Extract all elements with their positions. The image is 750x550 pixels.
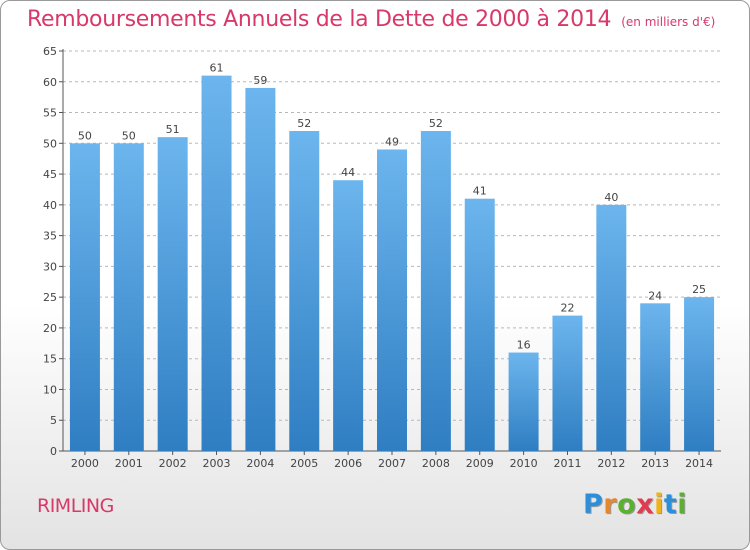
bar-2010 [508, 352, 539, 451]
logo-letter: P [583, 489, 604, 520]
bar-2005 [289, 131, 320, 451]
x-tick-label-2011: 2011 [553, 457, 581, 470]
labels: 0 5 10 15 20 25 30 35 40 45 50 55 60 65 50 2000 50 2001 51… [43, 45, 713, 470]
proxiti-logo: Proxiti [583, 489, 687, 520]
value-label-2014: 25 [692, 283, 706, 296]
value-label-2010: 16 [517, 339, 531, 352]
y-tick-label: 50 [43, 137, 57, 150]
value-label-2001: 50 [122, 129, 136, 142]
bar-2009 [464, 198, 495, 451]
y-tick-label: 10 [43, 383, 57, 396]
value-label-2002: 51 [166, 123, 180, 136]
chart-title-text: Remboursements Annuels de la Dette de 20… [27, 7, 612, 32]
x-tick-label-2005: 2005 [290, 457, 318, 470]
bars [69, 75, 715, 452]
y-tick-label: 40 [43, 199, 57, 212]
value-label-2013: 24 [648, 289, 662, 302]
x-tick-label-2007: 2007 [378, 457, 406, 470]
y-tick-label: 20 [43, 322, 57, 335]
logo-letter: i [677, 489, 688, 520]
bar-2007 [377, 149, 407, 451]
chart-title: Remboursements Annuels de la Dette de 20… [27, 7, 715, 32]
value-label-2007: 49 [385, 135, 399, 148]
logo-letter: r [603, 489, 618, 520]
value-label-2000: 50 [78, 129, 92, 142]
logo-letter: i [654, 489, 664, 520]
bar-2000 [69, 143, 100, 452]
bar-2011 [552, 315, 583, 451]
bar-2014 [684, 297, 715, 451]
y-tick-label: 15 [43, 353, 57, 366]
value-label-2009: 41 [473, 185, 487, 198]
x-tick-label-2004: 2004 [246, 457, 274, 470]
y-tick-label: 35 [43, 230, 57, 243]
bar-2012 [596, 204, 627, 451]
bar-2001 [113, 143, 144, 452]
value-label-2003: 61 [210, 62, 224, 75]
y-tick-label: 25 [43, 291, 57, 304]
y-tick-label: 5 [50, 414, 57, 427]
bar-2004 [245, 87, 276, 451]
x-tick-label-2006: 2006 [334, 457, 362, 470]
value-label-2005: 52 [297, 117, 311, 130]
bar-2003 [201, 75, 232, 451]
x-tick-label-2003: 2003 [203, 457, 231, 470]
bar-2013 [640, 303, 671, 451]
chart-unit: (en milliers d'€) [621, 15, 716, 29]
x-tick-label-2008: 2008 [422, 457, 450, 470]
value-label-2012: 40 [604, 191, 618, 204]
value-label-2011: 22 [560, 302, 574, 315]
bar-2008 [420, 131, 451, 451]
bar-2006 [333, 180, 364, 451]
y-tick-label: 0 [50, 445, 57, 458]
x-tick-label-2000: 2000 [71, 457, 99, 470]
logo-letter: t [663, 489, 678, 520]
y-tick-label: 45 [43, 168, 57, 181]
value-label-2006: 44 [341, 166, 355, 179]
y-tick-label: 65 [43, 45, 57, 58]
value-label-2004: 59 [253, 74, 267, 87]
x-tick-label-2014: 2014 [685, 457, 713, 470]
x-tick-label-2001: 2001 [115, 457, 143, 470]
y-tick-label: 60 [43, 76, 57, 89]
x-tick-label-2013: 2013 [641, 457, 669, 470]
x-tick-label-2012: 2012 [597, 457, 625, 470]
y-tick-label: 30 [43, 260, 57, 273]
x-tick-label-2010: 2010 [510, 457, 538, 470]
commune-name: RIMLING [37, 495, 114, 517]
x-tick-label-2009: 2009 [466, 457, 494, 470]
value-label-2008: 52 [429, 117, 443, 130]
logo-letter: o [617, 489, 637, 520]
bar-2002 [157, 137, 188, 451]
logo-letter: x [636, 489, 655, 520]
x-tick-label-2002: 2002 [159, 457, 187, 470]
y-tick-label: 55 [43, 107, 57, 120]
